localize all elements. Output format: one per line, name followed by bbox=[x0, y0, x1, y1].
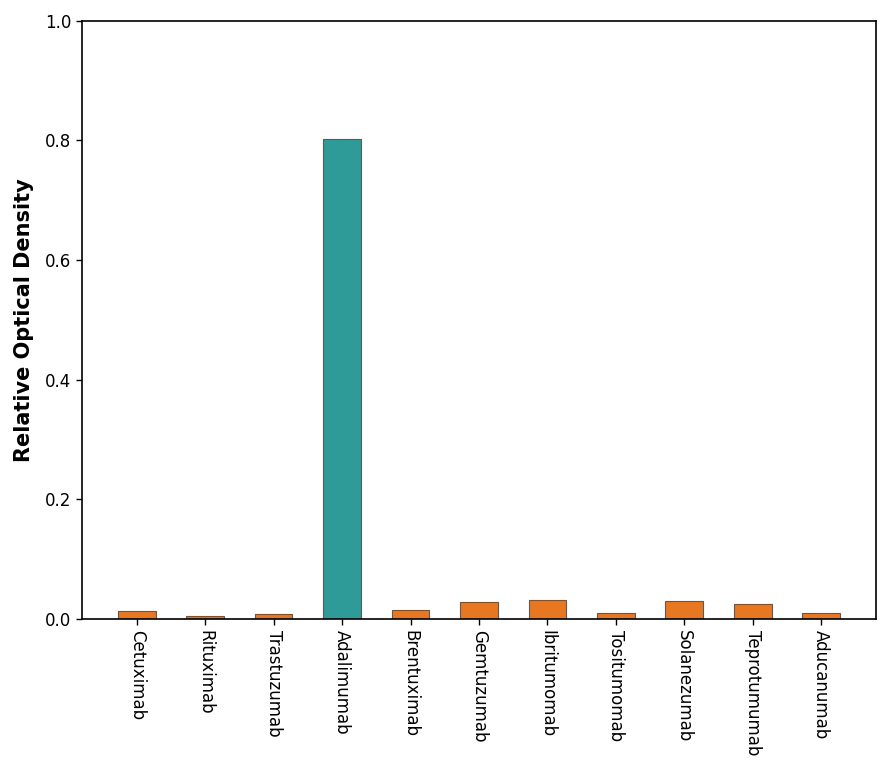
Bar bbox=[803, 613, 840, 618]
Y-axis label: Relative Optical Density: Relative Optical Density bbox=[14, 178, 34, 461]
Bar bbox=[529, 600, 566, 618]
Bar bbox=[734, 604, 772, 618]
Bar bbox=[460, 602, 498, 618]
Bar bbox=[597, 613, 635, 618]
Bar bbox=[117, 611, 156, 618]
Bar bbox=[255, 614, 293, 618]
Bar bbox=[392, 610, 429, 618]
Bar bbox=[323, 139, 360, 618]
Bar bbox=[666, 601, 703, 618]
Bar bbox=[186, 616, 224, 618]
